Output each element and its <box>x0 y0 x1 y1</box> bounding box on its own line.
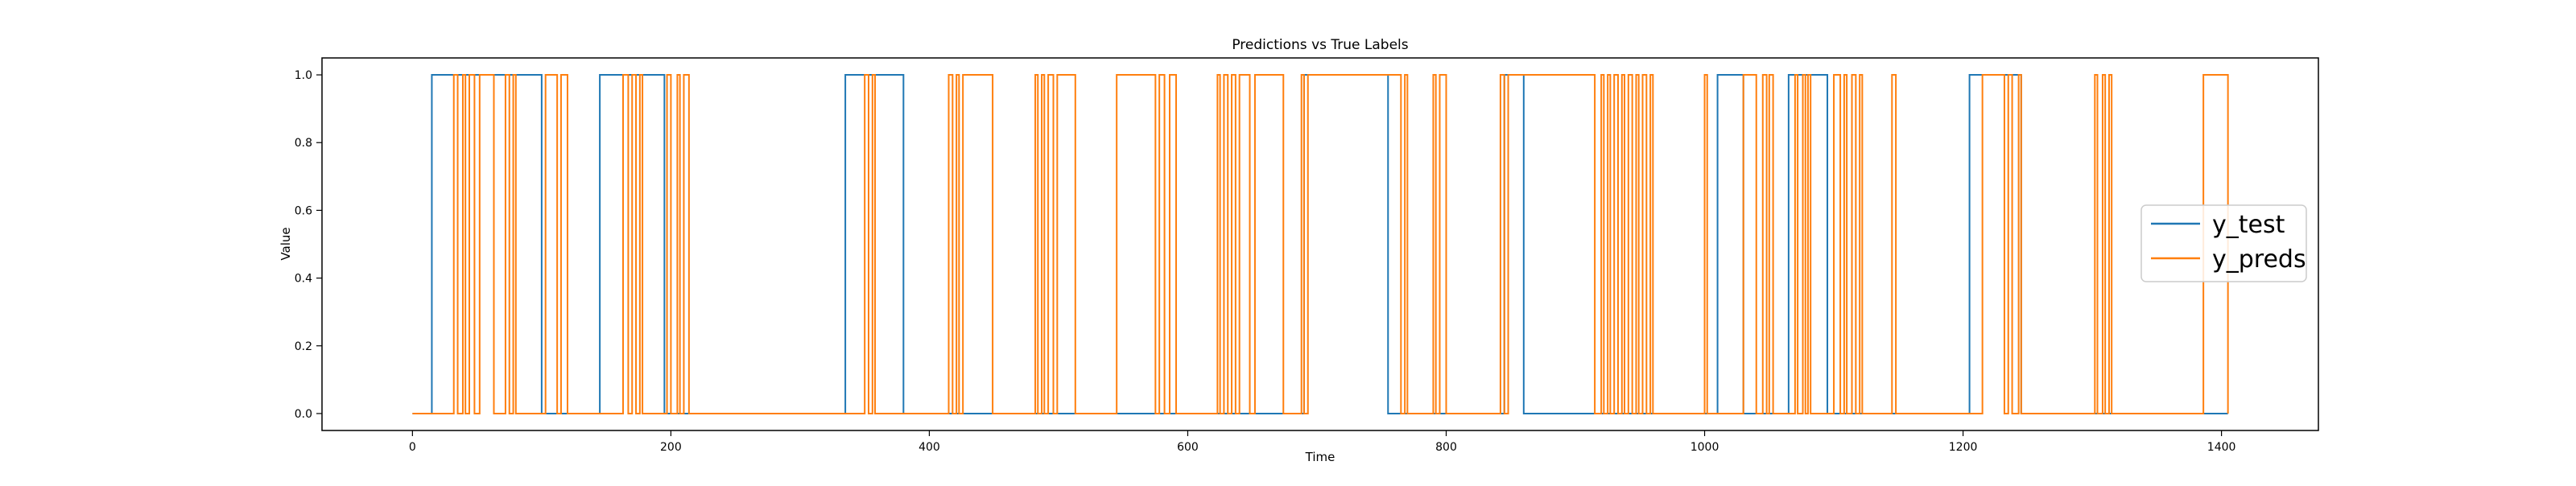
y-tick-label: 0.2 <box>295 340 312 353</box>
legend: y_test y_preds <box>2140 204 2307 282</box>
x-axis-label: Time <box>1305 450 1335 464</box>
y-tick-label: 0.6 <box>295 204 312 217</box>
y-tick-label: 0.0 <box>295 408 312 421</box>
legend-label-y-test: y_test <box>2212 211 2285 239</box>
x-tick-label: 800 <box>1435 441 1457 454</box>
x-tick-label: 400 <box>919 441 940 454</box>
y-tick-label: 0.4 <box>295 273 312 286</box>
series-line-y-preds <box>412 74 2229 414</box>
x-axis-ticks: 0 200 400 600 800 1000 1200 1400 <box>409 430 2236 454</box>
legend-label-y-preds: y_preds <box>2212 245 2306 274</box>
y-axis-label: Value <box>279 227 293 260</box>
x-tick-label: 600 <box>1177 441 1199 454</box>
chart-title: Predictions vs True Labels <box>1232 37 1408 53</box>
x-tick-label: 0 <box>409 441 416 454</box>
plot-frame <box>321 57 2319 431</box>
y-tick-label: 0.8 <box>295 137 312 150</box>
x-tick-label: 1200 <box>1949 441 1978 454</box>
x-tick-label: 1000 <box>1690 441 1719 454</box>
plot-area <box>322 58 2318 430</box>
x-tick-label: 1400 <box>2207 441 2236 454</box>
y-tick-label: 1.0 <box>295 69 312 82</box>
y-axis-ticks: 0.0 0.2 0.4 0.6 0.8 1.0 <box>295 69 322 421</box>
x-tick-label: 200 <box>660 441 682 454</box>
series-layer <box>412 74 2229 414</box>
